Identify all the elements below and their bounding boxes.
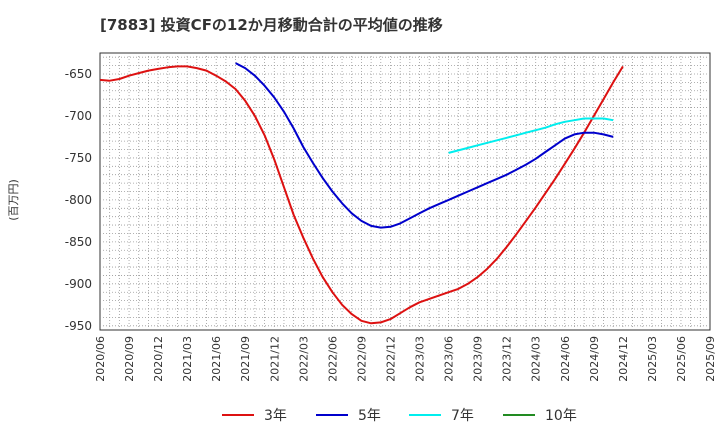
y-axis: -650 -700 -750 -800 -850 -900 -950 xyxy=(65,67,92,333)
y-tick-label: -700 xyxy=(65,109,92,123)
chart-title: [7883] 投資CFの12か月移動合計の平均値の推移 xyxy=(100,16,443,34)
x-axis: 2020/06 2020/09 2020/12 2021/03 2021/06 2021/… xyxy=(94,336,717,382)
y-tick-label: -750 xyxy=(65,151,92,165)
legend-label-1: 3年 xyxy=(264,408,287,424)
y-tick-label: -800 xyxy=(65,193,92,207)
x-tick-label: 2024/06 xyxy=(559,336,572,382)
x-tick-label: 2024/12 xyxy=(617,336,630,382)
x-tick-label: 2023/06 xyxy=(443,336,456,382)
series-group xyxy=(99,62,624,325)
y-tick-label: -650 xyxy=(65,67,92,81)
x-tick-label: 2022/09 xyxy=(355,336,368,382)
x-tick-label: 2021/12 xyxy=(268,336,281,382)
y-tick-label: -850 xyxy=(65,235,92,249)
legend: 3年 5年 7年 10年 xyxy=(222,408,577,424)
x-tick-label: 2025/09 xyxy=(704,336,717,382)
y-tick-label: -950 xyxy=(65,319,92,333)
legend-label-2: 5年 xyxy=(358,408,381,424)
x-tick-label: 2022/03 xyxy=(297,336,310,382)
x-tick-label: 2021/03 xyxy=(181,336,194,382)
x-tick-label: 2022/06 xyxy=(326,336,339,382)
legend-label-3: 7年 xyxy=(451,408,474,424)
x-tick-label: 2022/12 xyxy=(384,336,397,382)
series-line-2 xyxy=(235,62,614,229)
series-line-3 xyxy=(448,117,614,154)
x-tick-label: 2020/06 xyxy=(94,336,107,382)
x-tick-label: 2020/12 xyxy=(152,336,165,382)
legend-label-4: 10年 xyxy=(545,408,577,424)
plot-area xyxy=(99,52,711,331)
x-tick-label: 2025/03 xyxy=(646,336,659,382)
x-tick-label: 2023/03 xyxy=(414,336,427,382)
x-tick-label: 2023/12 xyxy=(501,336,514,382)
y-axis-label: (百万円) xyxy=(7,179,20,221)
x-tick-label: 2024/09 xyxy=(588,336,601,382)
series-line-1 xyxy=(99,65,624,325)
x-tick-label: 2025/06 xyxy=(675,336,688,382)
x-tick-label: 2021/09 xyxy=(239,336,252,382)
x-tick-label: 2024/03 xyxy=(530,336,543,382)
x-tick-label: 2021/06 xyxy=(210,336,223,382)
x-tick-label: 2023/09 xyxy=(472,336,485,382)
y-tick-label: -900 xyxy=(65,277,92,291)
x-tick-label: 2020/09 xyxy=(123,336,136,382)
